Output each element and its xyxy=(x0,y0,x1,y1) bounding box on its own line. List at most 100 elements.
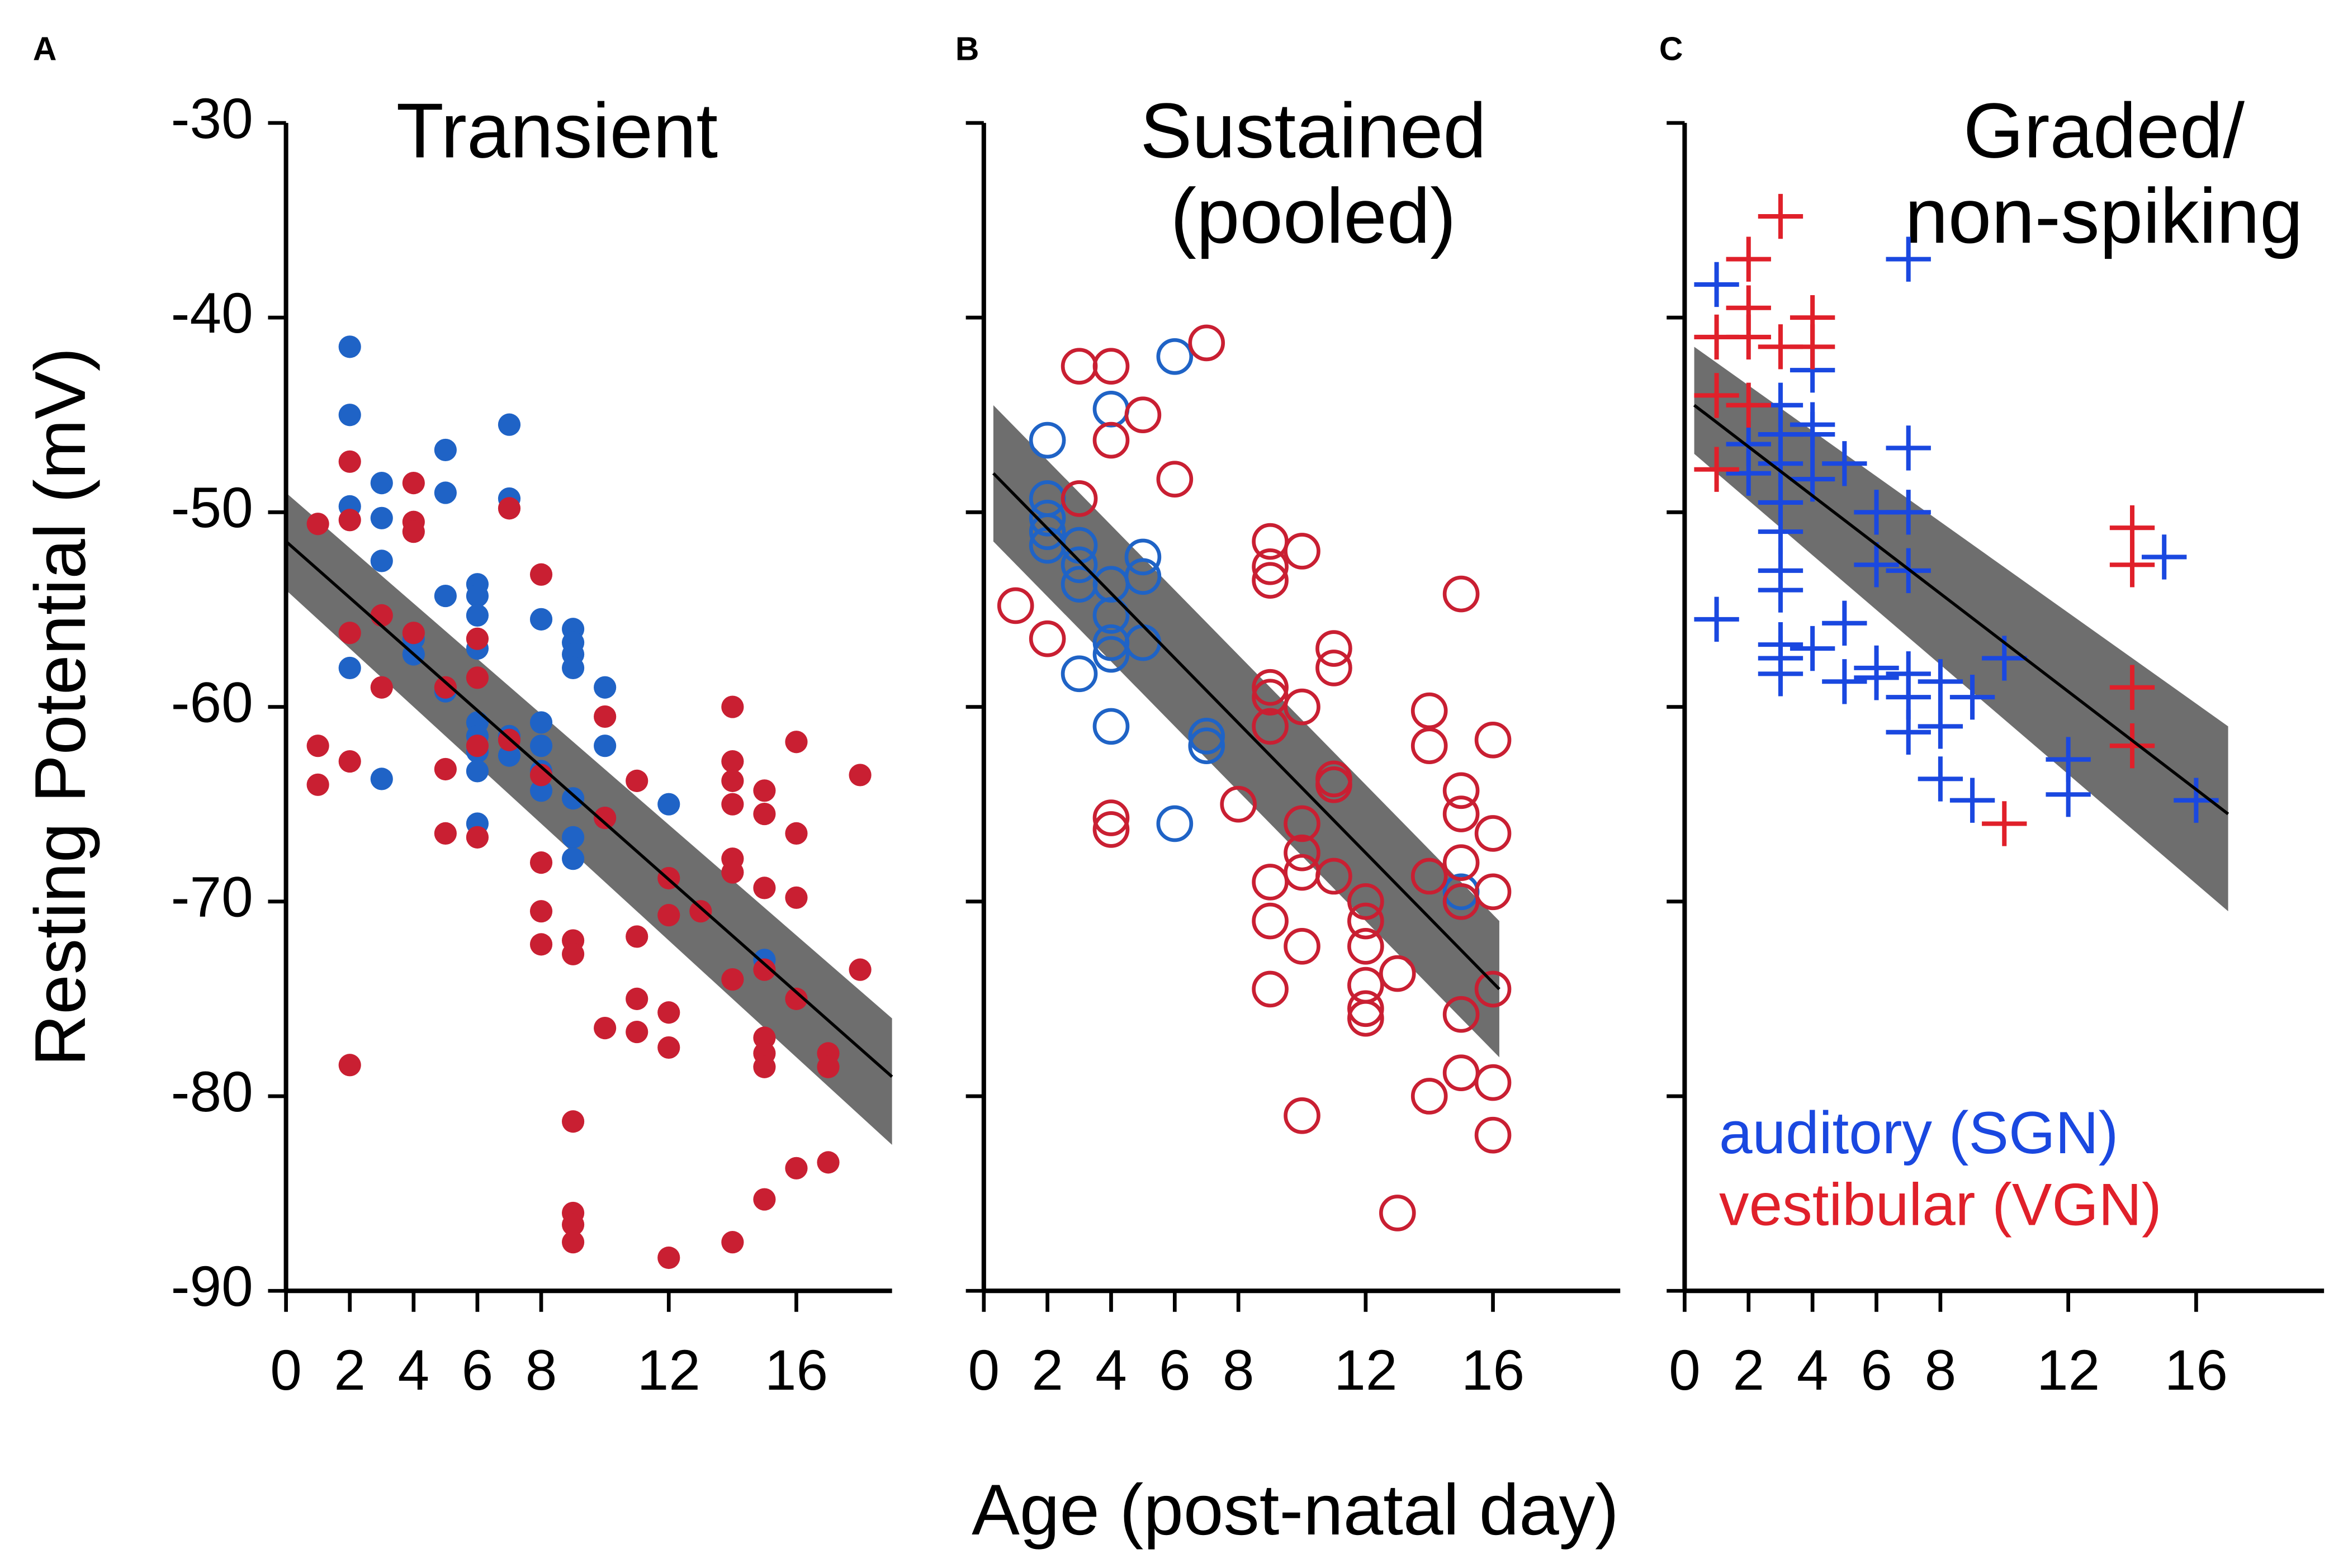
data-point xyxy=(1474,873,1512,911)
x-tick-label: 12 xyxy=(637,1338,700,1402)
data-point xyxy=(1347,999,1384,1037)
data-point xyxy=(1124,538,1162,576)
data-point xyxy=(1758,651,1803,697)
y-axis-label: Resting Potential (mV) xyxy=(21,347,101,1066)
data-point xyxy=(1092,636,1130,673)
x-tick-label: 2 xyxy=(1732,1338,1764,1402)
data-point xyxy=(594,806,617,830)
data-point xyxy=(1252,548,1289,585)
x-tick-label: 8 xyxy=(1223,1338,1255,1402)
data-point xyxy=(1758,509,1803,555)
data-point xyxy=(434,822,457,845)
data-point xyxy=(498,744,521,767)
panel-label: A xyxy=(33,31,57,67)
data-point xyxy=(1694,262,1739,307)
data-point xyxy=(1284,805,1320,842)
data-point xyxy=(370,506,393,529)
data-point xyxy=(434,676,457,699)
data-point xyxy=(466,604,489,627)
panel-title: Graded/ xyxy=(1963,87,2245,174)
data-point xyxy=(1442,1054,1480,1092)
data-point xyxy=(2109,665,2155,710)
data-point xyxy=(753,1026,776,1049)
data-point xyxy=(338,750,361,773)
data-point xyxy=(1886,236,1931,282)
data-point xyxy=(753,1188,776,1211)
data-point xyxy=(721,750,744,773)
data-point xyxy=(466,826,489,849)
data-point xyxy=(1854,542,1899,588)
data-point xyxy=(1347,928,1384,965)
x-tick-label: 12 xyxy=(1334,1338,1397,1402)
data-point xyxy=(562,826,585,849)
data-point xyxy=(721,1231,744,1254)
data-point xyxy=(721,695,744,718)
data-point xyxy=(1790,626,1835,671)
data-point xyxy=(1252,864,1289,901)
data-point xyxy=(529,735,553,757)
panel: A Transient -30 -40 -50 -60 -70 -80 -90 0 2 4 6 8 12 16 xyxy=(33,31,893,1402)
x-axis-label: Age (post-natal day) xyxy=(972,1470,1619,1550)
data-point xyxy=(1220,785,1257,823)
data-point xyxy=(370,472,393,495)
data-point xyxy=(1252,970,1289,1008)
data-point xyxy=(1758,441,1803,486)
data-point xyxy=(849,958,872,981)
panel-title: (pooled) xyxy=(1171,172,1456,259)
data-point xyxy=(402,520,425,543)
data-point xyxy=(1442,795,1480,832)
data-point xyxy=(1758,193,1803,239)
legend-entry: vestibular (VGN) xyxy=(1719,1171,2162,1238)
x-tick-label: 6 xyxy=(1861,1338,1892,1402)
data-point xyxy=(626,925,648,948)
data-point xyxy=(1284,928,1320,965)
data-point xyxy=(785,987,808,1010)
x-tick-label: 4 xyxy=(398,1338,430,1402)
x-tick-label: 16 xyxy=(2165,1338,2228,1402)
data-point xyxy=(657,904,680,927)
data-point xyxy=(1410,858,1448,895)
data-point xyxy=(1982,801,2027,846)
data-point xyxy=(1410,727,1448,765)
data-point xyxy=(338,509,361,532)
data-point xyxy=(562,942,585,965)
x-tick-label: 16 xyxy=(765,1338,828,1402)
panel-title: Sustained xyxy=(1140,87,1486,174)
data-point xyxy=(753,1055,776,1078)
data-point xyxy=(466,627,489,650)
y-tick-label: -90 xyxy=(171,1254,253,1318)
y-tick-label: -50 xyxy=(171,476,253,539)
data-point xyxy=(1315,650,1352,686)
fit-line xyxy=(285,540,893,1078)
data-point xyxy=(370,676,393,699)
x-tick-label: 12 xyxy=(2037,1338,2100,1402)
data-point xyxy=(338,622,361,645)
data-point xyxy=(2109,542,2155,588)
data-point xyxy=(1726,236,1771,282)
data-point xyxy=(1822,600,1867,646)
confidence-band xyxy=(1694,347,2228,912)
data-point xyxy=(1726,382,1771,428)
legend-entry: auditory (SGN) xyxy=(1719,1099,2118,1166)
data-point xyxy=(753,802,776,826)
data-point xyxy=(1188,727,1225,765)
data-point xyxy=(529,851,553,874)
data-point xyxy=(1410,692,1448,729)
data-point xyxy=(1092,348,1130,385)
data-point xyxy=(562,656,585,679)
data-point xyxy=(529,933,553,956)
data-point xyxy=(1029,421,1066,459)
data-point xyxy=(338,404,361,427)
data-point xyxy=(1061,655,1098,693)
data-point xyxy=(1156,805,1194,842)
data-point xyxy=(753,958,776,981)
y-tick-label: -70 xyxy=(171,865,253,929)
data-point xyxy=(1726,451,1771,496)
data-point xyxy=(466,760,489,783)
data-point xyxy=(1442,772,1480,809)
y-tick-label: -80 xyxy=(171,1060,253,1124)
data-point xyxy=(1694,373,1739,418)
data-point xyxy=(529,764,553,787)
x-tick-label: 6 xyxy=(462,1338,494,1402)
